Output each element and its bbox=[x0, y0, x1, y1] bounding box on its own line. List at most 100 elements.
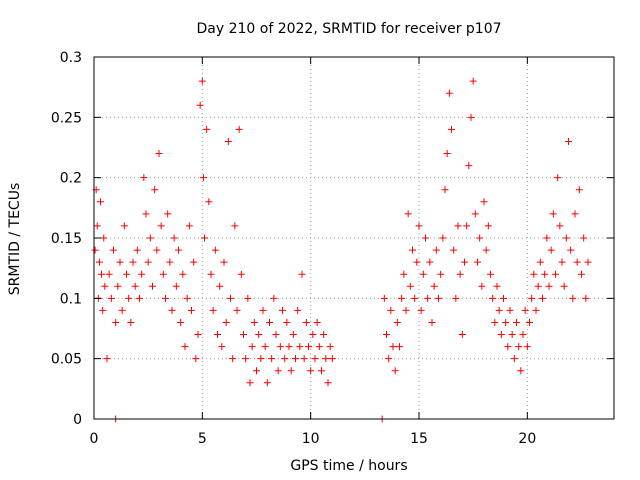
data-point bbox=[543, 234, 551, 242]
data-point bbox=[218, 343, 226, 351]
data-point bbox=[528, 294, 536, 302]
data-point bbox=[536, 258, 544, 266]
data-point bbox=[500, 294, 507, 302]
data-point bbox=[242, 355, 250, 363]
data-point bbox=[129, 258, 137, 266]
data-point bbox=[465, 162, 473, 170]
data-point bbox=[307, 367, 315, 375]
data-point bbox=[478, 282, 486, 290]
data-point bbox=[207, 270, 215, 278]
data-point bbox=[497, 331, 505, 339]
data-point bbox=[480, 198, 488, 206]
data-point bbox=[151, 186, 159, 194]
data-point bbox=[322, 355, 330, 363]
data-point bbox=[229, 355, 237, 363]
data-point bbox=[157, 222, 165, 230]
data-point bbox=[240, 331, 247, 339]
data-point bbox=[268, 355, 276, 363]
data-point bbox=[103, 355, 111, 363]
data-point bbox=[476, 234, 484, 242]
data-point bbox=[448, 125, 455, 133]
data-point bbox=[406, 282, 414, 290]
y-tick-labels: 0 0.05 0.1 0.15 0.2 0.25 0.3 bbox=[51, 50, 82, 428]
data-point bbox=[142, 210, 150, 218]
data-point bbox=[439, 234, 447, 242]
data-point bbox=[443, 150, 451, 158]
data-point bbox=[521, 306, 529, 314]
data-point bbox=[487, 270, 494, 278]
data-point bbox=[201, 234, 208, 242]
data-point bbox=[461, 258, 468, 266]
y-tick-label: 0.2 bbox=[60, 171, 82, 187]
data-point bbox=[259, 306, 267, 314]
data-point bbox=[424, 294, 432, 302]
data-point bbox=[292, 355, 299, 363]
data-point bbox=[484, 222, 492, 230]
data-point bbox=[385, 355, 393, 363]
data-point bbox=[131, 282, 139, 290]
data-point bbox=[311, 355, 319, 363]
data-point bbox=[99, 306, 107, 314]
data-point bbox=[556, 222, 564, 230]
data-point bbox=[456, 270, 464, 278]
data-point bbox=[276, 343, 284, 351]
data-point bbox=[549, 210, 557, 218]
data-point bbox=[100, 234, 108, 242]
data-point bbox=[107, 294, 115, 302]
data-point bbox=[127, 318, 135, 326]
data-point bbox=[263, 379, 271, 387]
data-point bbox=[400, 270, 408, 278]
data-point bbox=[567, 246, 575, 254]
data-point bbox=[393, 318, 401, 326]
data-point bbox=[547, 246, 555, 254]
data-point bbox=[248, 343, 256, 351]
data-point bbox=[105, 270, 113, 278]
x-tick-label: 20 bbox=[518, 431, 536, 447]
data-point bbox=[426, 258, 434, 266]
data-point bbox=[513, 318, 520, 326]
data-point bbox=[380, 294, 388, 302]
data-point bbox=[149, 282, 156, 290]
data-point bbox=[172, 282, 180, 290]
data-point bbox=[454, 222, 462, 230]
data-point bbox=[205, 198, 213, 206]
data-point bbox=[506, 306, 514, 314]
data-point bbox=[214, 331, 221, 339]
data-point bbox=[432, 246, 440, 254]
data-point bbox=[224, 137, 232, 145]
data-point bbox=[101, 282, 109, 290]
data-point bbox=[199, 174, 207, 182]
data-point bbox=[582, 294, 590, 302]
data-point bbox=[413, 258, 421, 266]
data-point bbox=[220, 258, 228, 266]
data-point bbox=[97, 198, 104, 206]
data-point bbox=[471, 210, 479, 218]
data-point bbox=[140, 174, 148, 182]
data-point bbox=[398, 294, 406, 302]
data-point bbox=[227, 294, 234, 302]
data-point bbox=[233, 306, 241, 314]
data-point bbox=[571, 210, 579, 218]
data-point bbox=[326, 343, 334, 351]
data-point bbox=[409, 246, 416, 254]
data-point bbox=[419, 270, 427, 278]
y-tick-label: 0.1 bbox=[60, 291, 82, 307]
data-point bbox=[389, 343, 397, 351]
data-point bbox=[435, 294, 442, 302]
data-point bbox=[211, 246, 219, 254]
data-point bbox=[185, 222, 193, 230]
data-point bbox=[580, 234, 588, 242]
data-point bbox=[194, 331, 202, 339]
data-point bbox=[504, 343, 512, 351]
data-point bbox=[452, 294, 460, 302]
data-point bbox=[402, 306, 410, 314]
data-point bbox=[545, 282, 553, 290]
data-point bbox=[209, 306, 217, 314]
data-point bbox=[222, 318, 230, 326]
data-point bbox=[281, 355, 289, 363]
data-point bbox=[491, 318, 499, 326]
x-tick-label: 10 bbox=[302, 431, 320, 447]
data-point bbox=[159, 270, 167, 278]
data-point bbox=[519, 331, 527, 339]
y-tick-label: 0.3 bbox=[60, 50, 82, 66]
